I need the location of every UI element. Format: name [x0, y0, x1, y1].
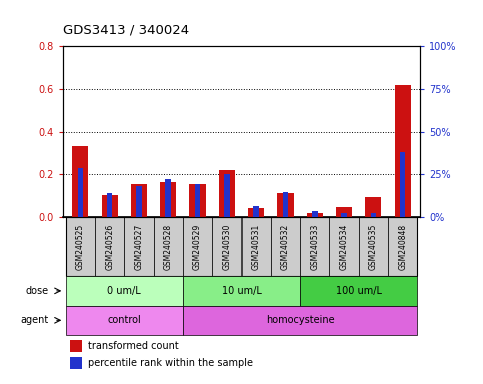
Bar — [283, 192, 288, 217]
Bar — [131, 184, 147, 217]
Text: GDS3413 / 340024: GDS3413 / 340024 — [63, 23, 189, 36]
Bar — [271, 217, 300, 276]
Bar — [388, 217, 417, 276]
Bar — [336, 207, 352, 217]
Bar — [212, 217, 242, 276]
Bar — [124, 217, 154, 276]
Bar — [154, 217, 183, 276]
Bar — [183, 217, 212, 276]
Text: GSM240528: GSM240528 — [164, 223, 173, 270]
Bar — [70, 358, 83, 369]
Bar — [66, 217, 95, 276]
Text: GSM240535: GSM240535 — [369, 223, 378, 270]
Text: GSM240529: GSM240529 — [193, 223, 202, 270]
Bar — [341, 213, 347, 217]
Bar — [277, 193, 294, 217]
Bar — [395, 84, 411, 217]
Text: control: control — [107, 315, 141, 325]
Bar — [400, 152, 405, 217]
Text: GSM240534: GSM240534 — [340, 223, 349, 270]
Text: GSM240527: GSM240527 — [134, 223, 143, 270]
Text: GSM240532: GSM240532 — [281, 223, 290, 270]
Text: GSM240848: GSM240848 — [398, 223, 407, 270]
Text: GSM240526: GSM240526 — [105, 223, 114, 270]
Bar — [224, 174, 230, 217]
Bar — [72, 146, 88, 217]
Bar — [242, 217, 271, 276]
Bar — [136, 185, 142, 217]
Bar — [219, 170, 235, 217]
Bar — [78, 168, 83, 217]
Bar — [248, 208, 264, 217]
Bar — [107, 193, 113, 217]
Bar — [160, 182, 176, 217]
Bar — [101, 195, 118, 217]
Text: agent: agent — [20, 315, 48, 325]
Text: percentile rank within the sample: percentile rank within the sample — [88, 359, 253, 369]
Text: 10 um/L: 10 um/L — [222, 286, 261, 296]
Bar — [370, 213, 376, 217]
Text: GSM240525: GSM240525 — [76, 223, 85, 270]
Bar — [66, 306, 183, 335]
Text: transformed count: transformed count — [88, 341, 179, 351]
Bar — [66, 276, 183, 306]
Bar — [195, 184, 200, 217]
Bar — [300, 276, 417, 306]
Bar — [312, 211, 317, 217]
Text: GSM240531: GSM240531 — [252, 223, 261, 270]
Bar — [359, 217, 388, 276]
Bar — [300, 217, 329, 276]
Bar — [253, 206, 259, 217]
Bar — [329, 217, 359, 276]
Bar — [189, 184, 206, 217]
Text: GSM240533: GSM240533 — [310, 223, 319, 270]
Text: 100 um/L: 100 um/L — [336, 286, 382, 296]
Bar — [365, 197, 382, 217]
Bar — [307, 213, 323, 217]
Bar — [166, 179, 171, 217]
Bar — [183, 306, 417, 335]
Text: 0 um/L: 0 um/L — [107, 286, 141, 296]
Bar — [183, 276, 300, 306]
Text: homocysteine: homocysteine — [266, 315, 334, 325]
Bar — [95, 217, 124, 276]
Text: dose: dose — [25, 286, 48, 296]
Bar — [70, 340, 83, 352]
Text: GSM240530: GSM240530 — [222, 223, 231, 270]
